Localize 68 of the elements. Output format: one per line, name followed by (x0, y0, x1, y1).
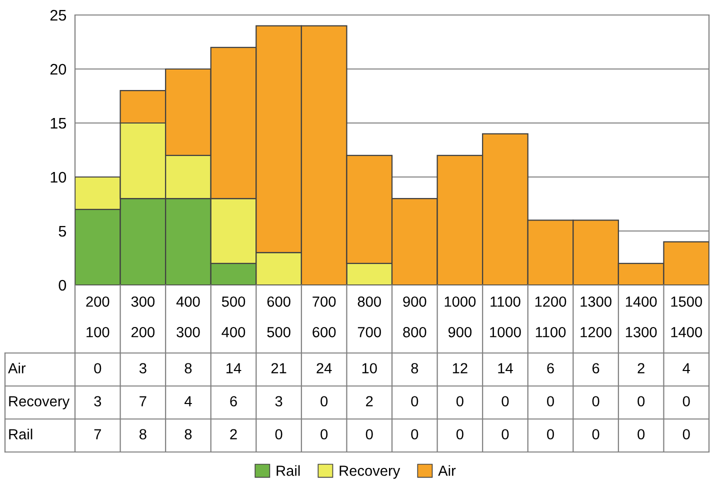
data-label: 0 (502, 429, 509, 440)
category-label: 400 300 (176, 296, 200, 338)
data-label: 4 (682, 363, 690, 374)
data-label: 24 (316, 363, 332, 374)
data-label: 0 (547, 396, 554, 406)
data-label: 0 (592, 396, 600, 406)
data-label: 0 (411, 396, 418, 406)
category-label: 1400 1300 (626, 296, 657, 338)
data-label: 0 (320, 429, 328, 440)
data-label: 8 (411, 363, 418, 374)
category-label: 1300 1200 (580, 296, 612, 338)
data-label: 2 (366, 396, 373, 406)
data-label: 0 (638, 429, 645, 440)
category-label: 500 400 (222, 296, 246, 338)
data-label: 3 (94, 396, 102, 406)
y-tick-label: 20 (50, 64, 66, 75)
y-tick-label: 5 (58, 226, 66, 237)
data-label: 8 (184, 363, 192, 374)
data-label: 6 (592, 363, 600, 374)
data-label: 3 (139, 363, 146, 374)
legend-label: Rail (276, 465, 300, 476)
text: Air (8, 362, 26, 374)
data-label: 0 (456, 429, 464, 440)
category-label: 1200 1100 (535, 296, 566, 338)
category-label: 600 500 (267, 296, 290, 338)
legend-label: Recovery (340, 466, 400, 479)
category-label: 300 200 (131, 296, 155, 338)
data-label: 6 (230, 396, 237, 406)
category-label: 200 100 (86, 296, 110, 338)
data-label: 10 (362, 363, 377, 374)
data-label: 0 (502, 396, 509, 406)
category-label: 900 800 (403, 296, 426, 338)
data-label: 0 (682, 396, 690, 406)
data-label: 8 (184, 429, 192, 440)
text: Recovery (9, 396, 70, 410)
data-label: 8 (140, 429, 146, 440)
data-label: 3 (275, 396, 282, 406)
data-label: 14 (226, 363, 242, 374)
category-label: 700 600 (312, 296, 336, 338)
data-label: 0 (592, 429, 600, 440)
data-label: 21 (271, 363, 286, 374)
y-tick-label: 25 (50, 10, 66, 21)
y-tick-label: 15 (50, 118, 66, 129)
category-label: 1000 900 (444, 296, 476, 338)
data-label: 0 (411, 429, 418, 440)
data-label: 12 (452, 363, 468, 374)
data-label: 6 (547, 363, 554, 374)
data-label: 7 (140, 396, 146, 406)
category-label: 1100 1000 (490, 296, 521, 338)
data-label: 0 (275, 429, 282, 440)
data-label: 0 (94, 363, 102, 374)
data-label: 2 (638, 363, 644, 374)
data-label: 7 (94, 429, 101, 440)
data-label: 0 (547, 429, 554, 440)
data-label: 0 (366, 429, 373, 440)
category-label: 800 700 (358, 296, 381, 338)
y-tick-label: 0 (58, 280, 66, 291)
data-label: 2 (230, 429, 237, 440)
data-label: 0 (320, 396, 328, 406)
y-tick-label: 10 (50, 172, 66, 183)
data-label: 0 (638, 396, 645, 406)
data-label: 4 (184, 396, 192, 406)
legend-label: Air (438, 465, 456, 476)
data-label: 0 (682, 429, 690, 440)
data-label: 0 (456, 396, 464, 406)
data-label: 14 (498, 363, 513, 374)
text: Rail (9, 428, 32, 440)
category-label: 1500 1400 (671, 296, 702, 338)
